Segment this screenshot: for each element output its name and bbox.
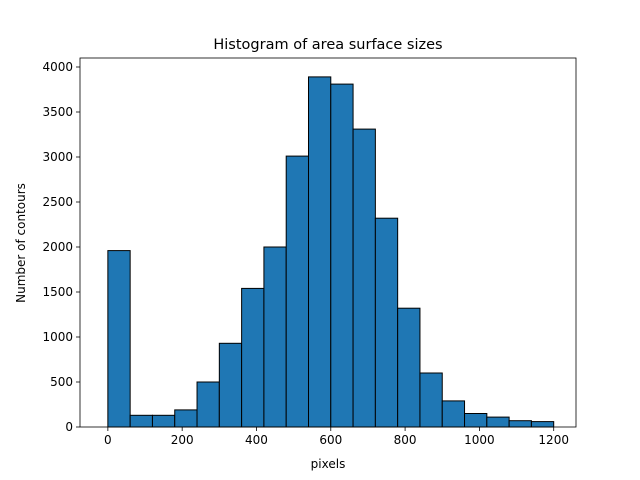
histogram-bar — [441, 400, 466, 428]
x-tick-label: 1200 — [538, 433, 569, 447]
y-tick-label: 3000 — [42, 150, 73, 164]
histogram-bar — [218, 342, 243, 428]
y-tick-label: 4000 — [42, 60, 73, 74]
histogram-bar — [419, 372, 443, 428]
y-axis-ticks: 0 500 1000 1500 2000 2500 3000 3500 4000 — [42, 60, 80, 434]
x-tick-label: 600 — [319, 433, 342, 447]
histogram-bar — [530, 421, 555, 428]
chart-title: Histogram of area surface sizes — [213, 37, 442, 53]
y-tick-label: 1000 — [42, 330, 73, 344]
y-tick-label: 2000 — [42, 240, 73, 254]
histogram-bar — [285, 155, 309, 428]
histogram-bar — [397, 307, 421, 428]
y-tick-label: 0 — [65, 420, 73, 434]
histogram-bar — [307, 76, 332, 428]
histogram-bar — [196, 381, 220, 428]
histogram-bar — [330, 83, 354, 428]
x-tick-label: 200 — [171, 433, 194, 447]
histogram-bar — [174, 409, 198, 428]
x-axis-label: pixels — [311, 457, 346, 471]
bars-group — [107, 76, 555, 428]
histogram-bar — [151, 414, 176, 428]
histogram-bar — [464, 413, 488, 428]
histogram-bar — [241, 287, 265, 428]
histogram-bar — [129, 414, 153, 428]
histogram-bar — [107, 250, 131, 428]
histogram-bar — [486, 416, 510, 428]
histogram-bar — [508, 420, 532, 428]
x-tick-label: 800 — [394, 433, 417, 447]
histogram-bar — [374, 217, 399, 428]
y-tick-label: 500 — [50, 375, 73, 389]
y-axis-label: Number of contours — [14, 183, 28, 303]
y-tick-label: 1500 — [42, 285, 73, 299]
histogram-bar — [352, 128, 376, 428]
plot-frame — [79, 57, 577, 428]
x-tick-label: 400 — [245, 433, 268, 447]
histogram-bar — [263, 246, 287, 428]
x-tick-label: 1000 — [464, 433, 495, 447]
x-axis-ticks: 0 200 400 600 800 1000 1200 — [104, 427, 569, 447]
y-tick-label: 3500 — [42, 105, 73, 119]
x-tick-label: 0 — [104, 433, 112, 447]
y-tick-label: 2500 — [42, 195, 73, 209]
